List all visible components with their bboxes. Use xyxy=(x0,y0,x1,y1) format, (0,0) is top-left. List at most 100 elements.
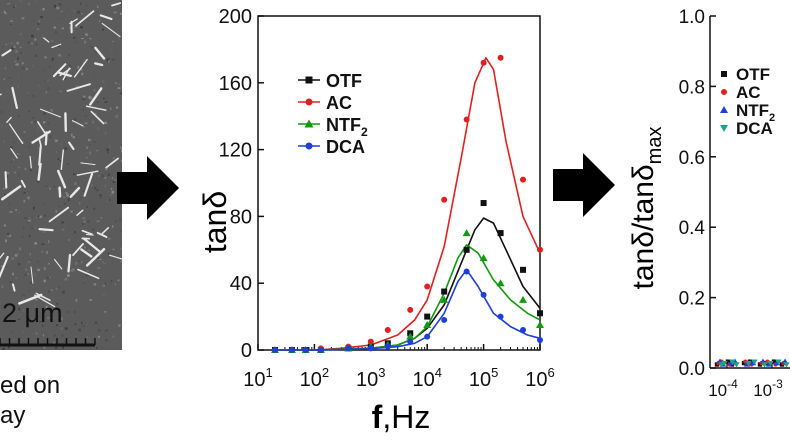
noise-speck xyxy=(114,52,117,54)
noise-speck xyxy=(74,182,77,186)
noise-speck xyxy=(34,242,38,245)
noise-speck xyxy=(105,151,107,153)
noise-speck xyxy=(101,261,105,263)
fiber-strand xyxy=(72,242,84,257)
noise-speck xyxy=(11,46,14,50)
fiber-strand xyxy=(1,49,12,57)
noise-speck xyxy=(26,221,30,224)
noise-speck xyxy=(83,219,86,223)
noise-speck xyxy=(15,209,17,212)
noise-speck xyxy=(65,18,68,21)
noise-speck xyxy=(104,184,106,188)
noise-speck xyxy=(34,226,37,230)
noise-speck xyxy=(89,250,91,253)
noise-speck xyxy=(61,334,64,337)
noise-speck xyxy=(33,206,35,210)
noise-speck xyxy=(96,189,99,191)
noise-speck xyxy=(47,122,50,125)
noise-speck xyxy=(84,115,87,118)
noise-speck xyxy=(18,51,20,53)
noise-speck xyxy=(33,157,36,159)
noise-speck xyxy=(121,149,122,153)
fiber-strand xyxy=(68,141,75,151)
data-point-ntf2 xyxy=(440,295,449,303)
noise-speck xyxy=(24,217,27,219)
noise-speck xyxy=(22,18,24,20)
fiber-strand xyxy=(54,258,63,270)
noise-speck xyxy=(21,235,24,238)
noise-speck xyxy=(24,273,27,276)
noise-speck xyxy=(3,78,5,81)
noise-speck xyxy=(19,314,22,316)
data-point-ac xyxy=(480,59,487,66)
noise-speck xyxy=(89,299,93,301)
noise-speck xyxy=(82,109,84,111)
noise-speck xyxy=(56,6,60,10)
noise-speck xyxy=(34,305,36,309)
noise-speck xyxy=(120,261,122,263)
chart1-x-tick-label: 106 xyxy=(525,365,554,391)
fiber-strand xyxy=(58,186,62,198)
noise-speck xyxy=(17,57,19,60)
noise-speck xyxy=(26,41,30,44)
noise-speck xyxy=(115,106,119,109)
fiber-strand xyxy=(12,283,16,292)
noise-speck xyxy=(10,49,14,52)
noise-speck xyxy=(98,174,101,177)
chart1-x-label-bold: f xyxy=(372,399,383,435)
noise-speck xyxy=(46,277,50,280)
noise-speck xyxy=(41,243,45,245)
noise-speck xyxy=(95,150,99,152)
noise-speck xyxy=(98,258,102,260)
noise-speck xyxy=(17,263,18,265)
noise-speck xyxy=(89,151,91,155)
noise-speck xyxy=(1,285,4,289)
noise-speck xyxy=(10,23,12,25)
fiber-strand xyxy=(105,157,119,169)
chart2-y-tick-label: 0.0 xyxy=(679,359,705,380)
noise-speck xyxy=(59,90,62,92)
noise-speck xyxy=(117,36,121,40)
noise-speck xyxy=(60,317,63,321)
noise-speck xyxy=(74,25,78,28)
noise-speck xyxy=(16,153,20,155)
noise-speck xyxy=(8,77,11,79)
noise-speck xyxy=(47,262,50,265)
noise-speck xyxy=(16,41,19,45)
noise-speck xyxy=(43,141,47,143)
noise-speck xyxy=(81,38,84,39)
noise-speck xyxy=(103,97,105,99)
noise-speck xyxy=(12,5,16,9)
data-point-dca xyxy=(424,333,431,340)
noise-speck xyxy=(82,325,86,327)
noise-speck xyxy=(23,191,26,194)
noise-speck xyxy=(56,303,59,305)
chart1-fit-curves xyxy=(275,57,541,351)
noise-speck xyxy=(36,28,40,31)
noise-speck xyxy=(57,127,59,130)
noise-speck xyxy=(77,65,79,69)
noise-speck xyxy=(87,144,90,148)
noise-speck xyxy=(72,120,74,123)
fiber-strand xyxy=(38,145,42,167)
noise-speck xyxy=(21,17,25,19)
noise-speck xyxy=(48,290,50,293)
data-point-ac xyxy=(424,283,431,290)
noise-speck xyxy=(46,251,48,254)
data-point-dca xyxy=(497,313,504,320)
noise-speck xyxy=(12,158,14,161)
fiber-strand xyxy=(67,253,72,273)
noise-speck xyxy=(42,7,45,11)
noise-speck xyxy=(93,141,96,143)
noise-speck xyxy=(2,347,5,350)
fiber-strand xyxy=(8,123,24,145)
noise-speck xyxy=(5,268,8,271)
noise-speck xyxy=(55,258,58,261)
noise-speck xyxy=(59,278,62,281)
noise-speck xyxy=(105,132,107,134)
noise-speck xyxy=(71,133,73,137)
noise-speck xyxy=(45,305,48,309)
fiber-strand xyxy=(57,169,67,189)
noise-speck xyxy=(39,321,42,323)
